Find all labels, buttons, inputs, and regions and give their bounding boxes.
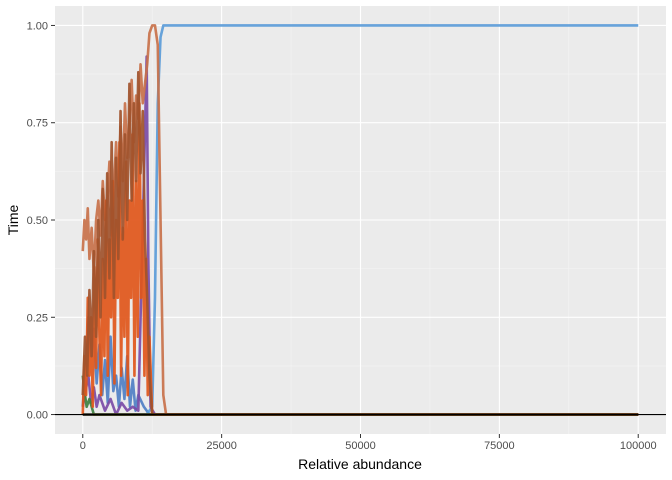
x-tick-label: 50000 [345,440,376,452]
y-tick-label: 0.75 [27,118,48,130]
x-tick-label: 100000 [620,440,657,452]
y-axis-title: Time [5,204,21,235]
y-axis-ticks: 0.00 0.25 0.50 0.75 1.00 [27,20,55,422]
x-axis-title: Relative abundance [298,456,422,472]
x-tick-label: 0 [80,440,86,452]
x-axis-ticks: 0 25000 50000 75000 100000 [80,434,657,452]
y-tick-label: 0.25 [27,312,48,324]
y-tick-label: 0.00 [27,410,48,422]
y-tick-label: 0.50 [27,215,48,227]
y-tick-label: 1.00 [27,20,48,32]
x-tick-label: 25000 [206,440,237,452]
x-tick-label: 75000 [484,440,515,452]
series-line-7 [81,70,639,416]
